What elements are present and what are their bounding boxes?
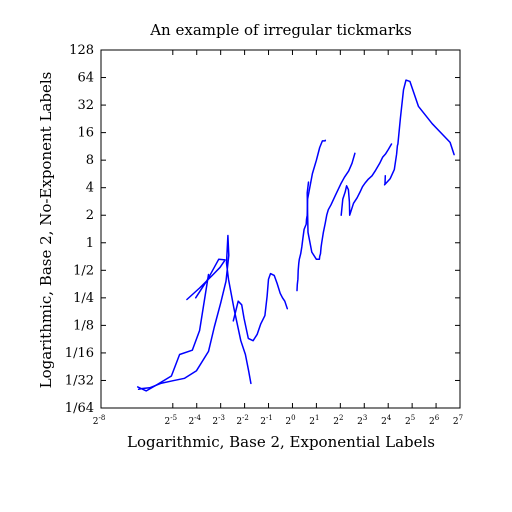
data-series-line [306,152,356,261]
chart-title: An example of irregular tickmarks [149,21,412,39]
y-tick-label: 4 [86,181,94,196]
data-series-line [383,79,455,186]
x-tick-label: 25 [405,414,415,427]
x-tick-label: 27 [453,414,463,427]
y-tick-label: 1/4 [73,291,94,306]
data-series-line [296,139,327,292]
y-tick-label: 1/2 [73,263,94,278]
y-tick-label: 16 [77,126,94,141]
x-tick-label: 22 [333,414,343,427]
x-tick-label: 2-1 [260,414,273,427]
y-tick-label: 2 [86,208,94,223]
x-tick-label: 2-3 [212,414,225,427]
data-series-line [136,273,210,392]
x-tick-label: 2-2 [236,414,249,427]
data-series-line [137,234,252,391]
y-tick-label: 1/16 [65,346,94,361]
x-tick-label: 2-5 [165,414,178,427]
x-tick-label: 2-8 [93,414,106,427]
x-tick-label: 21 [309,414,319,427]
y-tick-label: 1/8 [73,318,94,333]
y-tick-label: 1/32 [65,373,94,388]
y-tick-label: 64 [77,71,94,86]
x-axis-label: Logarithmic, Base 2, Exponential Labels [127,433,435,451]
data-series-line [340,143,393,216]
x-tick-label: 20 [285,414,295,427]
y-tick-label: 8 [86,153,94,168]
x-tick-label: 2-4 [188,414,201,427]
y-axis-label: Logarithmic, Base 2, No-Exponent Labels [37,72,55,389]
data-series-line [232,272,289,342]
y-tick-label: 1/64 [65,401,94,416]
x-tick-label: 24 [381,414,392,427]
data-series-line [186,258,226,301]
x-tick-label: 23 [357,414,367,427]
x-tick-label: 26 [429,414,440,427]
y-tick-label: 1 [86,236,94,251]
plot-frame [100,49,461,409]
y-tick-label: 128 [69,43,94,58]
data-lines [136,79,455,392]
y-tick-label: 32 [77,98,94,113]
